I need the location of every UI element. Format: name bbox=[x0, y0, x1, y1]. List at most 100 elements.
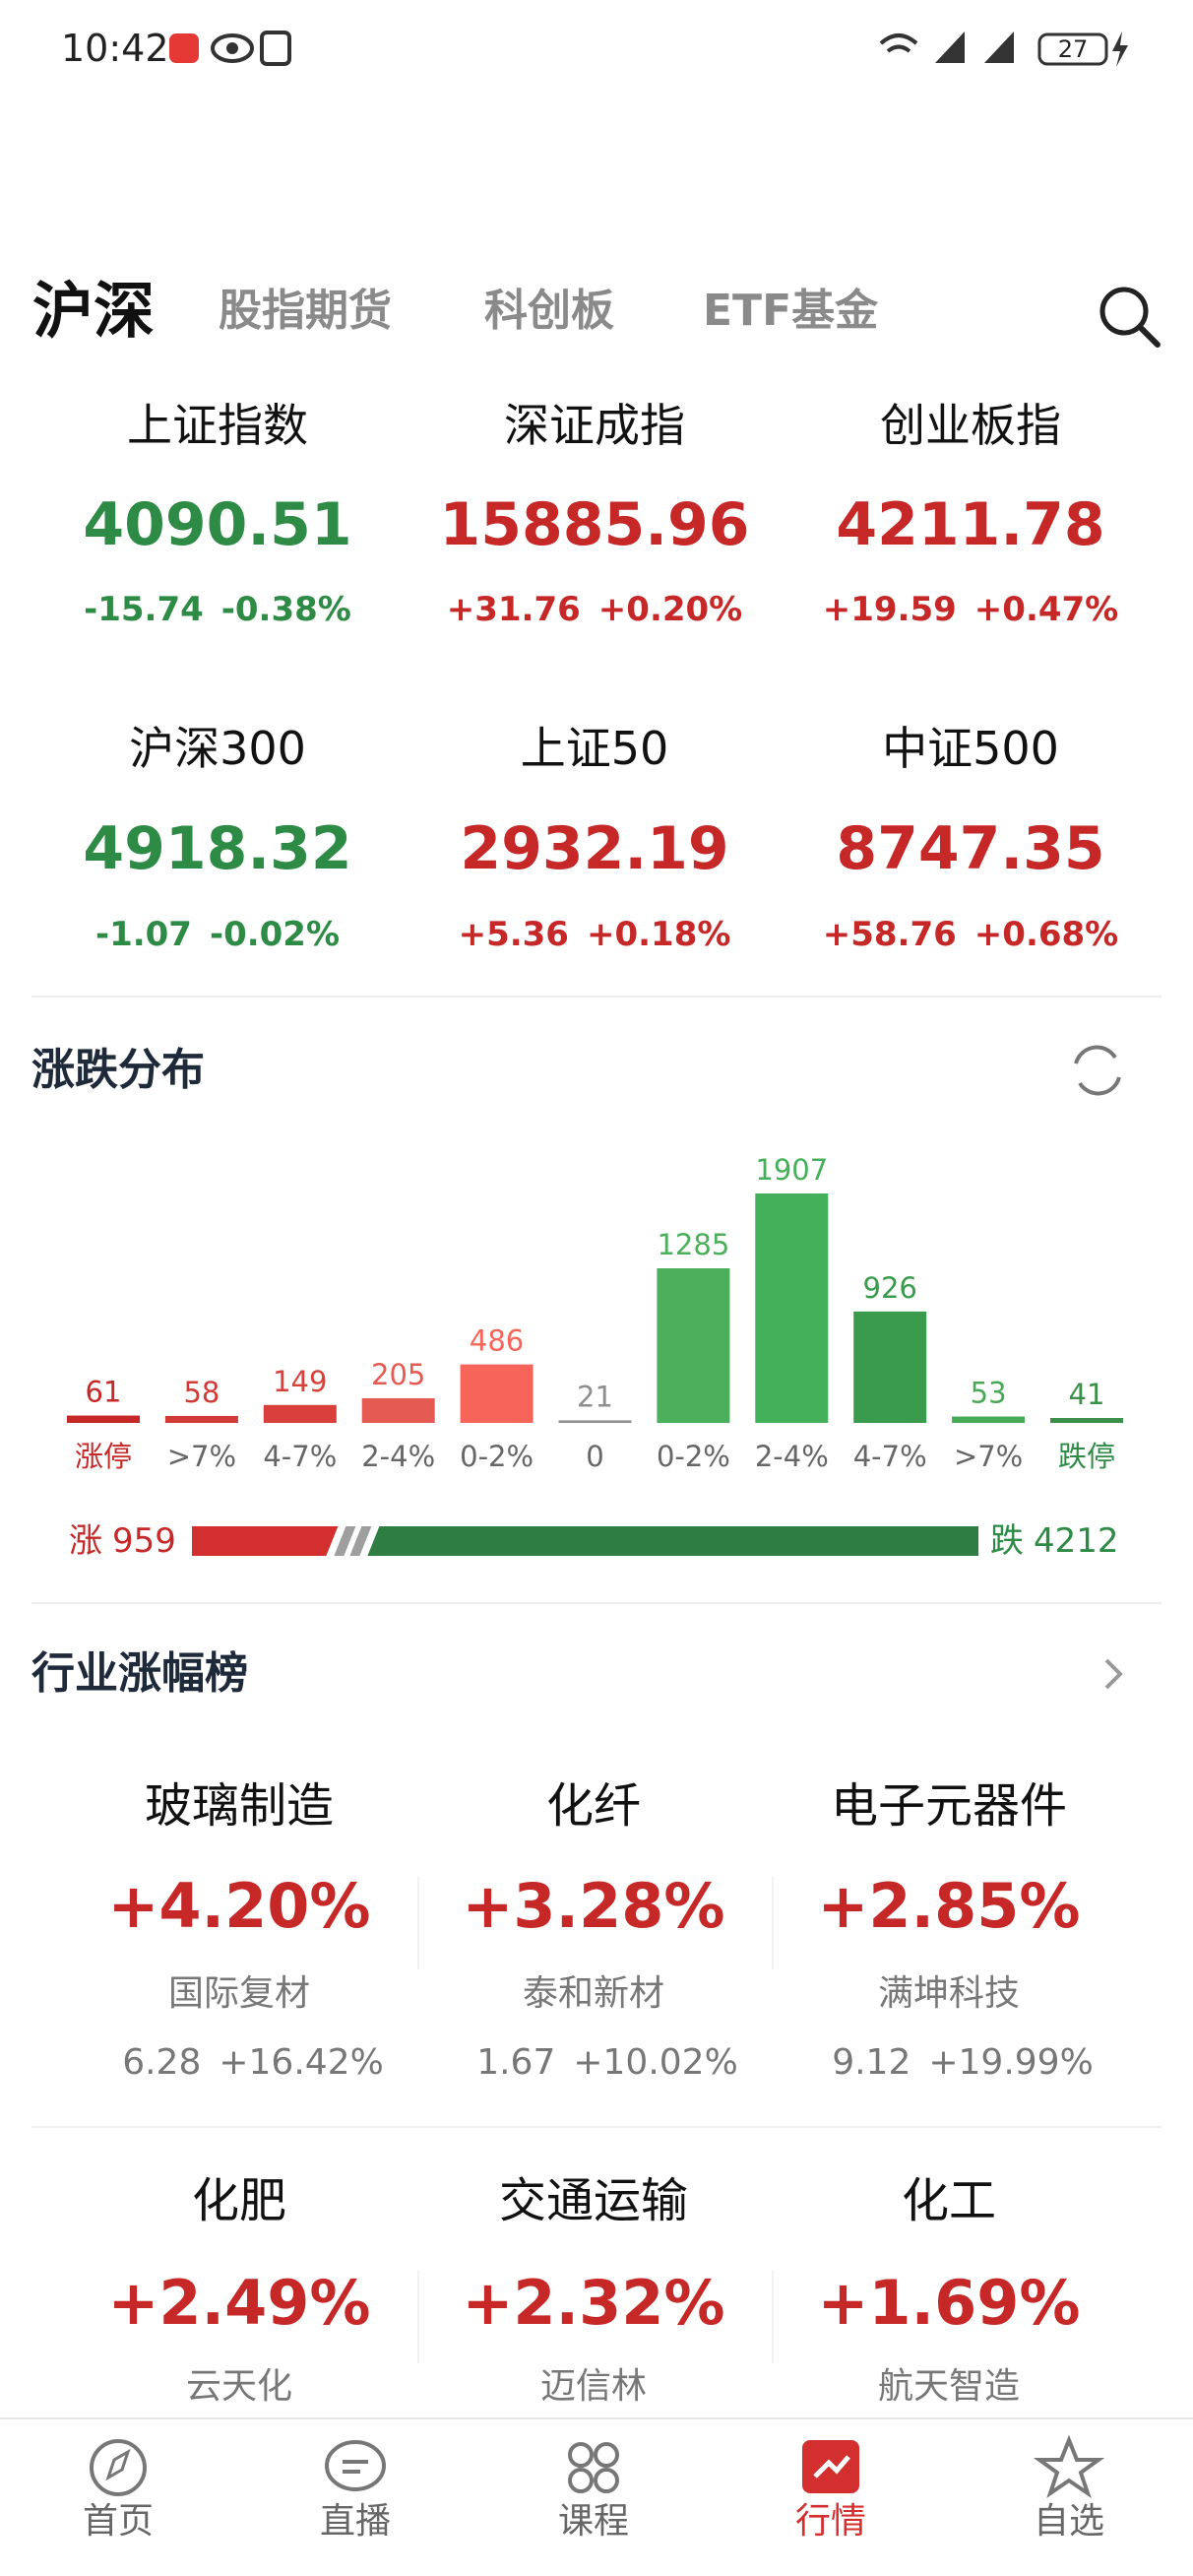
bar bbox=[361, 1397, 435, 1423]
index-value: 2932.19 bbox=[460, 814, 729, 883]
up-ratio-bar bbox=[192, 1526, 339, 1556]
change: +5.36 bbox=[458, 914, 569, 954]
index-value: 4090.51 bbox=[83, 490, 352, 559]
percent: -0.02% bbox=[209, 914, 341, 954]
refresh-icon[interactable] bbox=[1074, 1045, 1121, 1096]
bar-value-label: 486 bbox=[470, 1324, 524, 1358]
nav-bar bbox=[0, 2418, 1193, 2576]
category-label: 4-7% bbox=[853, 1440, 927, 1473]
bar-value-label: 53 bbox=[971, 1377, 1007, 1410]
tab[interactable]: 科创板 bbox=[484, 285, 614, 336]
percent: +0.47% bbox=[973, 589, 1119, 629]
industry-name[interactable]: 化纤 bbox=[545, 1778, 641, 1835]
chevron[interactable] bbox=[1104, 1658, 1123, 1690]
category-label: 4-7% bbox=[263, 1440, 337, 1473]
industry-pct: +3.28% bbox=[462, 1869, 725, 1942]
bar-value-label: 926 bbox=[863, 1271, 917, 1305]
watchlist-icon[interactable] bbox=[1033, 2434, 1105, 2499]
leading-stock: 国际复材 bbox=[167, 1973, 310, 2015]
course-icon[interactable] bbox=[568, 2442, 619, 2493]
nav-label[interactable]: 首页 bbox=[82, 2501, 154, 2543]
index-value: 15885.96 bbox=[439, 490, 750, 559]
compass-needle bbox=[105, 2448, 131, 2481]
bar-value-label: 21 bbox=[577, 1380, 613, 1413]
change: 跌 bbox=[990, 1520, 1024, 1561]
index-name: 创业板指 bbox=[880, 399, 1061, 453]
index-name: 上证50 bbox=[520, 722, 669, 776]
leading-stock: 满坤科技 bbox=[877, 1973, 1020, 2015]
change: 6.28 bbox=[122, 2042, 202, 2084]
nav-label[interactable]: 行情 bbox=[794, 2501, 866, 2543]
app-icon bbox=[169, 33, 199, 63]
bar bbox=[67, 1415, 140, 1423]
stock-quote: 6.28 +16.42% bbox=[7, 2041, 499, 2084]
battery-icon bbox=[1037, 32, 1108, 66]
stock-quote: 9.12 +19.99% bbox=[717, 2041, 1193, 2084]
nfc-icon bbox=[260, 31, 291, 66]
index-value: 4211.78 bbox=[836, 490, 1105, 559]
down-count: 跌 4212 bbox=[990, 1521, 1119, 1562]
industry-name[interactable]: 电子元器件 bbox=[830, 1778, 1067, 1835]
category-label: 跌停 bbox=[1058, 1440, 1115, 1473]
category-label: 2-4% bbox=[361, 1440, 435, 1473]
bar-value-label: 205 bbox=[371, 1358, 425, 1391]
industry-pct: +2.85% bbox=[817, 1869, 1081, 1942]
index-change: -15.74 -0.38% bbox=[0, 590, 464, 630]
bar-value-label: 41 bbox=[1069, 1378, 1105, 1411]
industry-name[interactable]: 化肥 bbox=[191, 2173, 286, 2229]
search-handle bbox=[1137, 324, 1161, 348]
change: +31.76 bbox=[446, 589, 581, 629]
index-value: 4918.32 bbox=[83, 814, 352, 883]
search-icon[interactable] bbox=[1099, 287, 1149, 336]
bar-value-label: 149 bbox=[273, 1365, 327, 1398]
industry-pct: +2.32% bbox=[462, 2266, 725, 2339]
nav-label[interactable]: 课程 bbox=[557, 2501, 629, 2543]
bar-value-label: 58 bbox=[183, 1376, 220, 1409]
leading-stock: 云天化 bbox=[185, 2366, 292, 2408]
bar bbox=[952, 1416, 1026, 1423]
percent: 4212 bbox=[1034, 1520, 1119, 1561]
bar bbox=[164, 1415, 238, 1423]
home-icon[interactable] bbox=[90, 2439, 147, 2496]
percent: 959 bbox=[112, 1520, 176, 1561]
category-label: 0-2% bbox=[657, 1440, 730, 1473]
bar bbox=[1050, 1417, 1123, 1423]
bar bbox=[853, 1311, 927, 1423]
tab[interactable]: 沪深 bbox=[32, 274, 156, 347]
bar bbox=[263, 1404, 337, 1423]
change: -15.74 bbox=[84, 589, 204, 629]
change: 9.12 bbox=[832, 2042, 911, 2084]
change: +58.76 bbox=[822, 914, 957, 954]
index-name: 中证500 bbox=[882, 722, 1059, 776]
percent: +0.18% bbox=[586, 914, 731, 954]
industry-name[interactable]: 玻璃制造 bbox=[144, 1778, 334, 1835]
bar-value-label: 1907 bbox=[755, 1153, 828, 1187]
stock-quote: 1.67 +10.02% bbox=[361, 2041, 853, 2084]
bar bbox=[657, 1267, 730, 1423]
category-label: >7% bbox=[954, 1440, 1023, 1473]
charging-icon bbox=[1112, 32, 1128, 67]
tab[interactable]: 股指期货 bbox=[219, 285, 392, 336]
industry-pct: +2.49% bbox=[107, 2266, 371, 2339]
eye-pupil bbox=[226, 42, 238, 54]
live-icon[interactable] bbox=[325, 2440, 386, 2491]
tab[interactable]: ETF基金 bbox=[703, 285, 879, 336]
leading-stock: 迈信林 bbox=[539, 2366, 647, 2408]
leading-stock: 航天智造 bbox=[877, 2366, 1020, 2408]
percent: +0.68% bbox=[973, 914, 1119, 954]
live-lines bbox=[343, 2460, 368, 2474]
industry-name[interactable]: 化工 bbox=[901, 2173, 996, 2229]
nav-label[interactable]: 直播 bbox=[319, 2501, 391, 2543]
industry-name[interactable]: 交通运输 bbox=[498, 2173, 688, 2229]
index-value: 8747.35 bbox=[836, 814, 1105, 883]
index-change: -1.07 -0.02% bbox=[0, 915, 464, 955]
category-label: 2-4% bbox=[755, 1440, 829, 1473]
percent: -0.38% bbox=[220, 589, 351, 629]
nav-label[interactable]: 自选 bbox=[1033, 2501, 1104, 2543]
index-change: +5.36 +0.18% bbox=[348, 915, 841, 955]
signal-icon bbox=[935, 32, 1014, 63]
section-title: 行业涨幅榜 bbox=[31, 1647, 248, 1699]
ratio-separator bbox=[334, 1526, 356, 1556]
